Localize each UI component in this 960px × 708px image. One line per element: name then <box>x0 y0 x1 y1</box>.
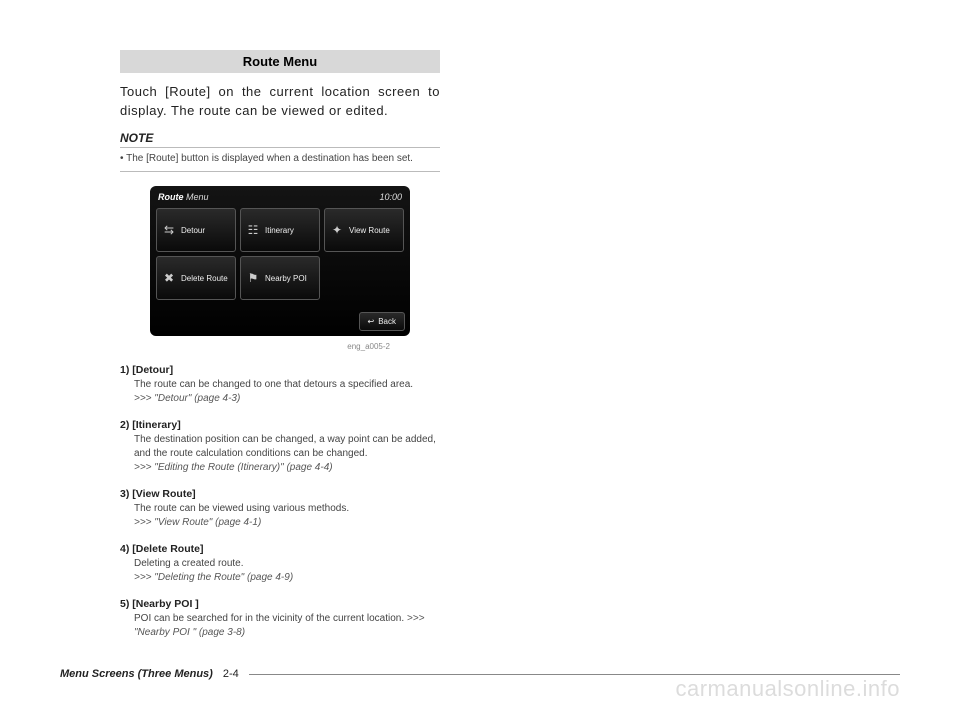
item-title: [Detour] <box>132 364 173 376</box>
item-ref: >>> "View Route" (page 4-1) <box>120 516 440 530</box>
nav-title-rest: Menu <box>184 192 209 202</box>
footer-line <box>249 674 900 675</box>
view-route-icon: ✦ <box>328 221 346 239</box>
nav-btn-itinerary[interactable]: ☷ Itinerary <box>240 208 320 252</box>
itinerary-icon: ☷ <box>244 221 262 239</box>
item-desc: The destination position can be changed,… <box>120 433 440 461</box>
item-title: [Nearby POI ] <box>132 598 199 610</box>
item-ref: >>> "Editing the Route (Itinerary)" (pag… <box>120 461 440 475</box>
list-item: 2) [Itinerary] The destination position … <box>120 418 440 475</box>
nav-btn-nearby-poi[interactable]: ⚑ Nearby POI <box>240 256 320 300</box>
page-column: Route Menu Touch [Route] on the current … <box>0 0 500 682</box>
note-rule-top <box>120 147 440 148</box>
item-title: [Itinerary] <box>132 419 180 431</box>
list-item: 4) [Delete Route] Deleting a created rou… <box>120 542 440 585</box>
nav-btn-label: View Route <box>349 226 390 235</box>
item-desc: The route can be changed to one that det… <box>120 378 440 392</box>
nav-btn-label: Nearby POI <box>265 274 307 283</box>
item-desc: The route can be viewed using various me… <box>120 502 440 516</box>
intro-text: Touch [Route] on the current location sc… <box>120 83 440 121</box>
nav-clock: 10:00 <box>379 192 402 202</box>
nav-btn-label: Delete Route <box>181 274 228 283</box>
note-block: NOTE The [Route] button is displayed whe… <box>120 131 440 173</box>
note-text: The [Route] button is displayed when a d… <box>120 152 440 166</box>
footer-page-number: 2-4 <box>223 668 239 680</box>
item-title: [Delete Route] <box>132 543 203 555</box>
nav-back-button[interactable]: ↩ Back <box>359 312 406 331</box>
item-ref: >>> "Detour" (page 4-3) <box>120 392 440 406</box>
list-item: 3) [View Route] The route can be viewed … <box>120 487 440 530</box>
item-number: 1) <box>120 364 129 376</box>
nav-btn-label: Detour <box>181 226 205 235</box>
list-item: 1) [Detour] The route can be changed to … <box>120 363 440 406</box>
item-ref: >>> "Deleting the Route" (page 4-9) <box>120 571 440 585</box>
nav-btn-label: Itinerary <box>265 226 294 235</box>
item-number: 2) <box>120 419 129 431</box>
nav-screen: Route Menu 10:00 ⇆ Detour ☷ Itinerary ✦ … <box>150 186 410 336</box>
detour-icon: ⇆ <box>160 221 178 239</box>
item-title: [View Route] <box>132 488 195 500</box>
footer-title: Menu Screens (Three Menus) <box>60 668 213 680</box>
nav-btn-detour[interactable]: ⇆ Detour <box>156 208 236 252</box>
nav-btn-view-route[interactable]: ✦ View Route <box>324 208 404 252</box>
nav-back-label: Back <box>378 317 396 326</box>
watermark: carmanualsonline.info <box>675 676 900 702</box>
section-header: Route Menu <box>120 50 440 73</box>
item-number: 5) <box>120 598 129 610</box>
nav-btn-delete-route[interactable]: ✖ Delete Route <box>156 256 236 300</box>
back-icon: ↩ <box>368 317 375 326</box>
item-desc: POI can be searched for in the vicinity … <box>120 612 440 640</box>
figure: Route Menu 10:00 ⇆ Detour ☷ Itinerary ✦ … <box>120 186 440 336</box>
list-item: 5) [Nearby POI ] POI can be searched for… <box>120 597 440 640</box>
item-number: 4) <box>120 543 129 555</box>
nav-title-bar: Route Menu 10:00 <box>154 190 406 204</box>
nav-button-grid: ⇆ Detour ☷ Itinerary ✦ View Route ✖ Dele… <box>154 208 406 300</box>
item-desc: Deleting a created route. <box>120 557 440 571</box>
item-number: 3) <box>120 488 129 500</box>
delete-route-icon: ✖ <box>160 269 178 287</box>
nearby-poi-icon: ⚑ <box>244 269 262 287</box>
note-label: NOTE <box>120 131 440 145</box>
note-rule-bottom <box>120 171 440 172</box>
figure-caption: eng_a005-2 <box>120 342 440 351</box>
nav-title-bold: Route <box>158 192 184 202</box>
